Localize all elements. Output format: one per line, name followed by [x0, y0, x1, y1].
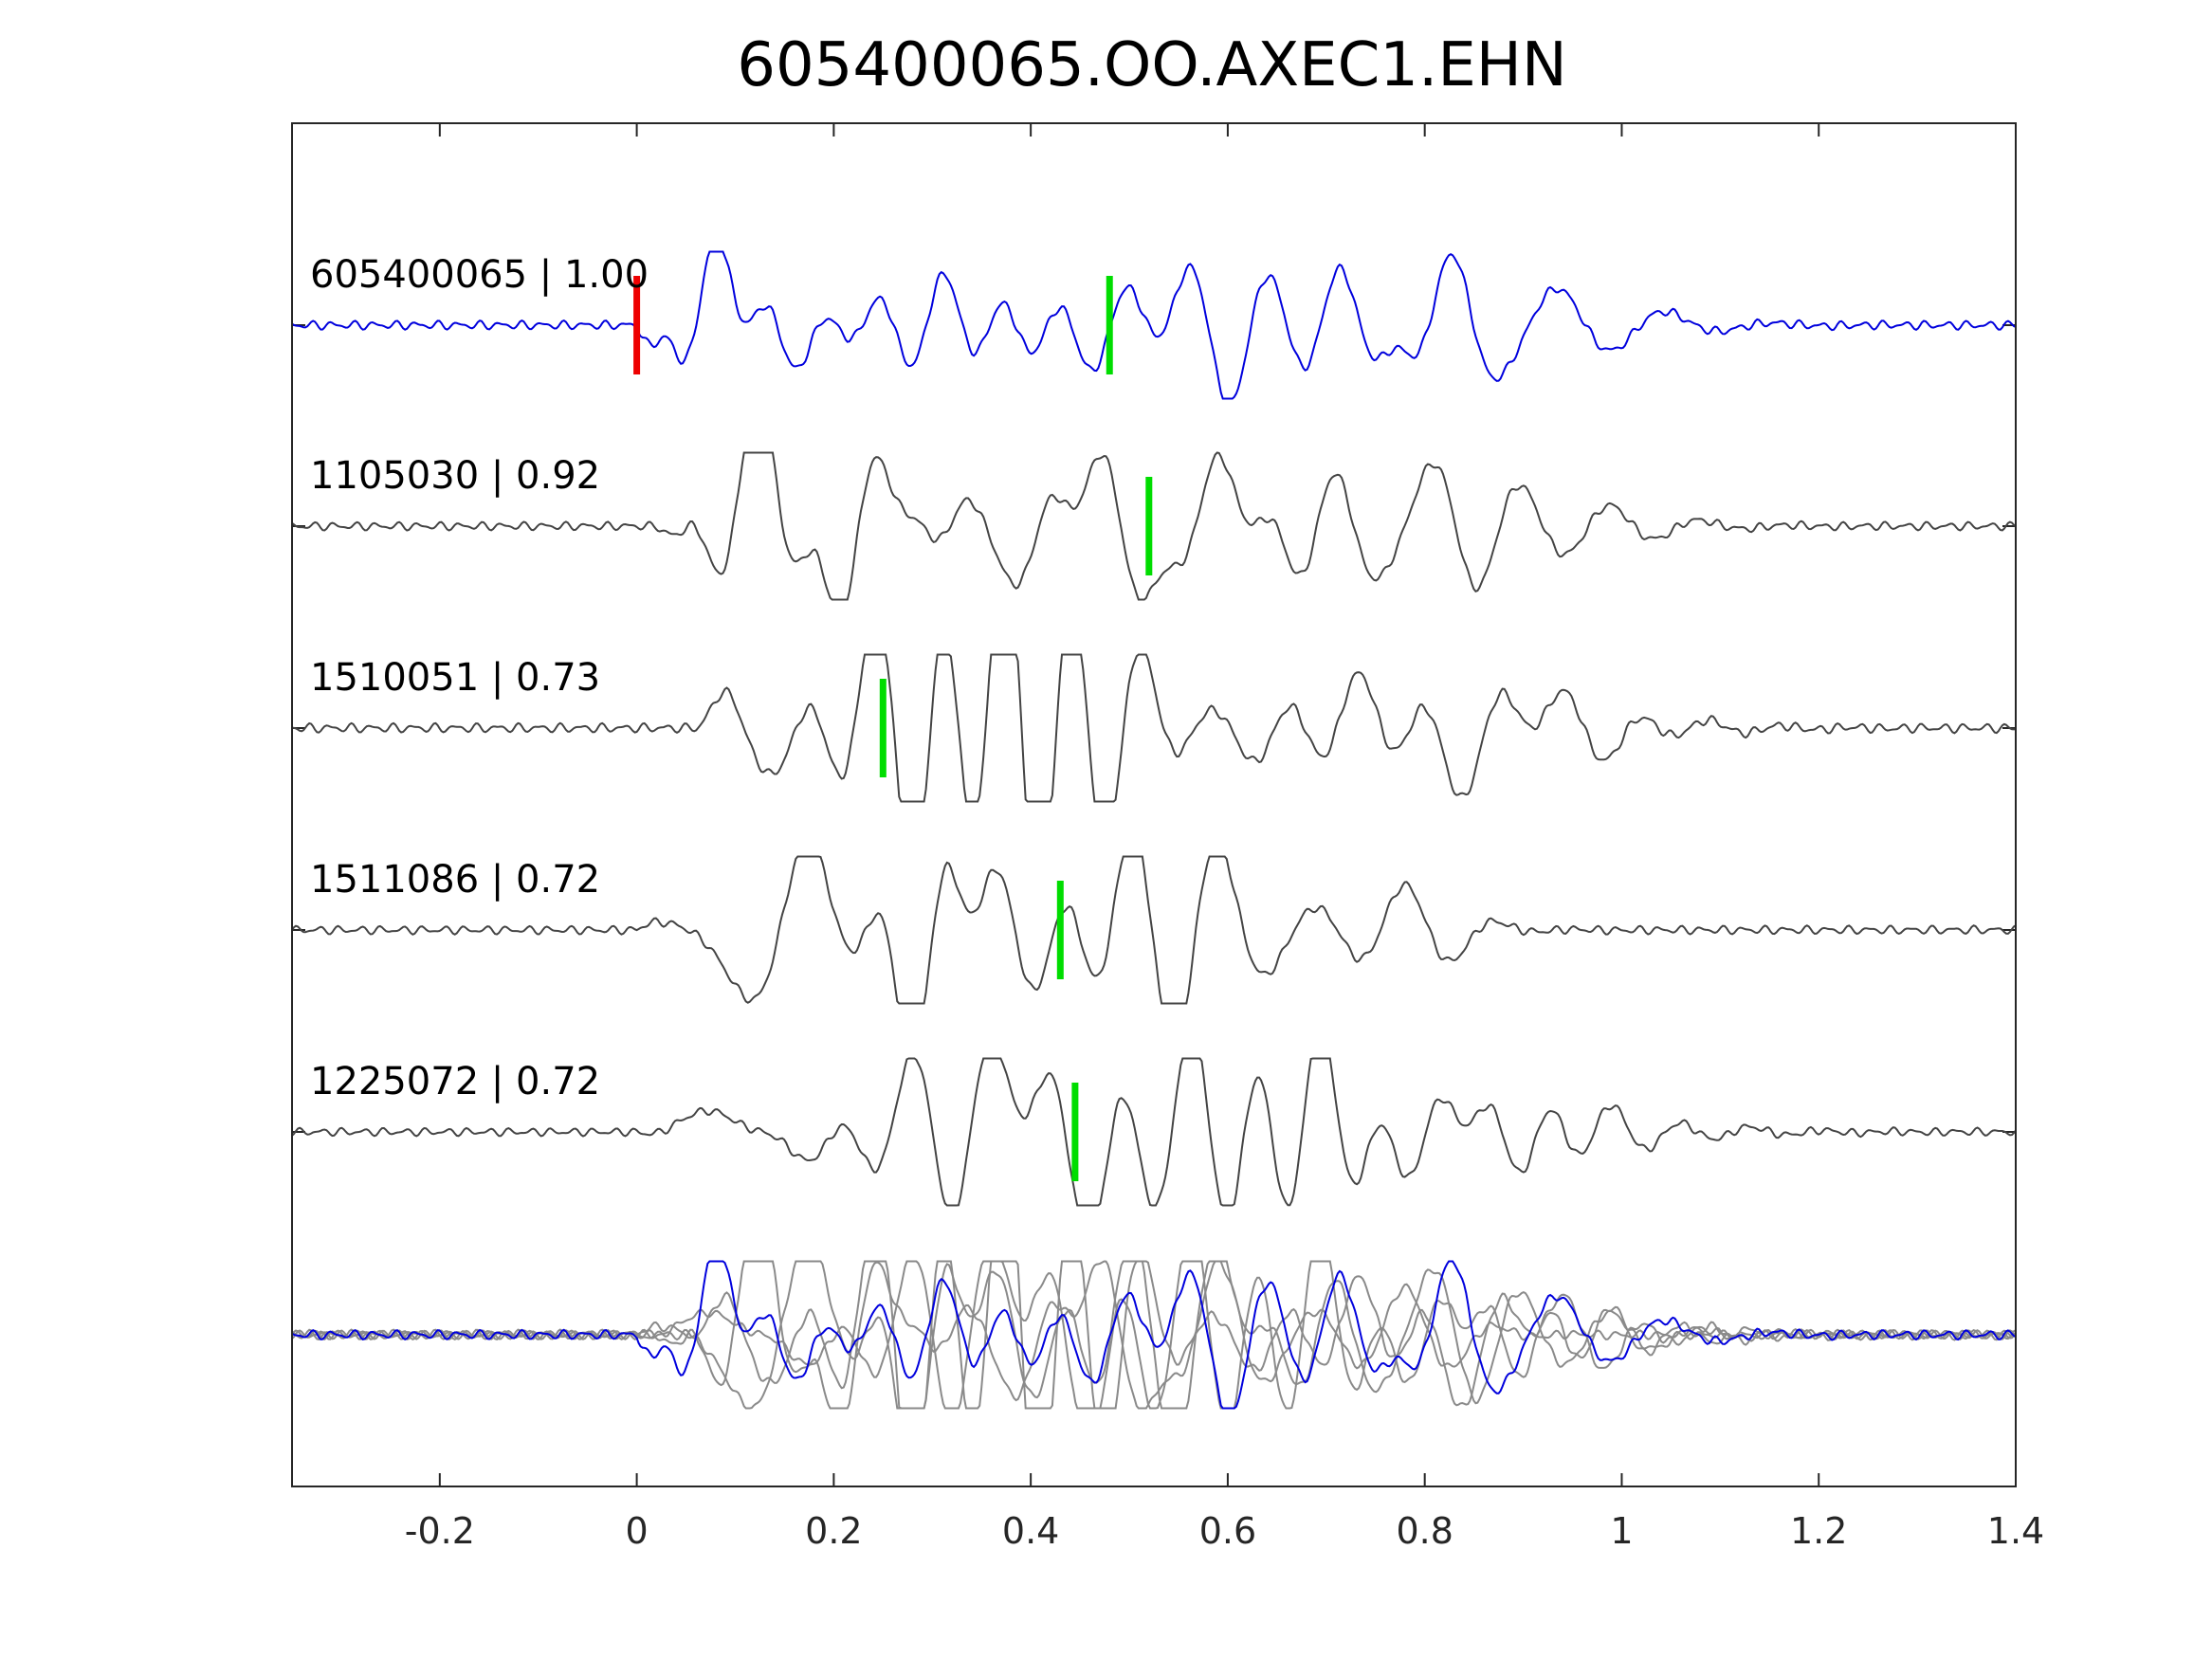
x-tick-label: 1.4 [1987, 1510, 2044, 1552]
trace-label: 1510051 | 0.73 [310, 656, 600, 700]
trace-label: 1225072 | 0.72 [310, 1060, 600, 1103]
primary-waveform [291, 250, 2017, 400]
axes-frame [291, 122, 2017, 1487]
trace-label: 1105030 | 0.92 [310, 454, 600, 498]
traces-layer [291, 250, 2017, 1207]
waveform-trace [291, 653, 2017, 803]
x-tick-label: 0.4 [1002, 1510, 1059, 1552]
ticks-layer: -0.2 0 0.2 0.4 0.6 0.8 1 1.2 1.4 [405, 123, 2044, 1552]
x-tick-label: 0.8 [1396, 1510, 1453, 1552]
overlay-layer [291, 1260, 2017, 1410]
waveform-trace [291, 451, 2017, 601]
labels-layer: 605400065 | 1.00 1105030 | 0.92 1510051 | … [310, 253, 649, 1103]
x-tick-label: -0.2 [405, 1510, 475, 1552]
trace-label: 605400065 | 1.00 [310, 253, 649, 297]
x-tick-label: 0.2 [805, 1510, 862, 1552]
chart-title: 605400065.OO.AXEC1.EHN [737, 30, 1567, 100]
x-tick-label: 1 [1610, 1510, 1633, 1552]
x-tick-label: 1.2 [1790, 1510, 1847, 1552]
trace-label: 1511086 | 0.72 [310, 858, 600, 902]
waveform-trace [291, 1057, 2017, 1207]
overlay-primary-waveform [291, 1260, 2017, 1410]
overlay-waveform [291, 1260, 2017, 1410]
x-tick-label: 0 [626, 1510, 649, 1552]
overlay-waveform [291, 1260, 2017, 1410]
waveform-trace [291, 855, 2017, 1005]
picks-layer [633, 276, 1153, 1181]
x-tick-label: 0.6 [1199, 1510, 1256, 1552]
